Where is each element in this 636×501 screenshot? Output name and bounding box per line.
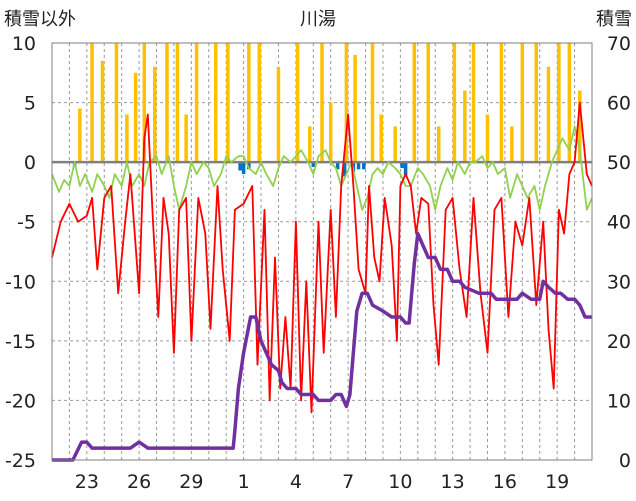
precipitation-bar [557,43,561,163]
x-tick-label: 16 [493,471,517,493]
left-tick-label: -20 [5,390,36,412]
right-tick-label: 30 [607,271,631,293]
precipitation-bar [499,43,504,163]
precipitation-bar [436,126,441,163]
precipitation-bar [412,43,417,163]
right-tick-label: 40 [607,212,631,234]
precipitation-bar [175,43,180,163]
precipitation-bar [100,60,105,163]
precipitation-bar [226,43,230,163]
precipitation-bar [90,43,94,163]
precipitation-bar [471,43,476,163]
precipitation-bar [578,90,582,163]
bar-layer [72,43,582,177]
precipitation-bar [370,43,375,163]
precipitation-bar [257,43,262,163]
precipitation-bar [379,114,383,163]
snowfall-bar [335,162,340,170]
x-tick-label: 4 [290,471,302,493]
left-tick-label: -5 [17,212,36,234]
precipitation-bar [393,126,397,163]
right-tick-label: 10 [607,390,631,412]
precipitation-bar [247,43,251,163]
plot-frame [51,42,593,461]
precipitation-bar [114,43,119,163]
precipitation-bar [520,43,525,163]
snowfall-bar [362,162,366,170]
precipitation-bar [344,43,349,163]
left-tick-label: -15 [5,331,36,353]
line-layer [51,101,593,462]
left-tick-label: -10 [5,271,36,293]
left-tick-label: 0 [24,152,36,174]
precipitation-bar [194,43,199,163]
snowfall-bar [241,162,246,175]
x-tick-label: 1 [238,471,250,493]
precipitation-bar [320,43,324,163]
precipitation-bar [510,126,514,163]
snowfall-bar [311,162,316,167]
left-axis-label: 積雪以外 [4,9,76,30]
precipitation-bar [142,43,147,163]
precipitation-bar [328,102,333,163]
snow-depth-line [52,231,592,462]
temperature-line [51,101,593,414]
right-tick-label: 60 [607,93,631,115]
precipitation-bar [276,66,281,163]
x-tick-label: 29 [179,471,203,493]
right-tick-label: 20 [607,331,631,353]
snowfall-bar [356,162,361,170]
precipitation-bar [78,108,82,163]
snowfall-bar [400,162,404,169]
left-tick-label: -25 [5,450,36,472]
precipitation-bar [463,90,467,163]
left-tick-label: 10 [12,33,36,55]
snowfall-bar [247,162,251,170]
x-tick-label: 7 [342,471,354,493]
precipitation-bar [485,114,490,163]
snowfall-bar [403,162,408,177]
precipitation-bar [125,114,129,163]
precipitation-bar [308,126,312,163]
snowfall-bar [238,162,242,171]
precipitation-bar [213,43,218,163]
x-tick-label: 23 [75,471,99,493]
precipitation-bar [452,43,457,163]
right-tick-label: 70 [607,33,631,55]
precipitation-bar [295,43,300,163]
precipitation-bar [426,43,431,163]
precipitation-bar [153,66,157,163]
precipitation-bar [184,114,188,163]
precipitation-bar [546,66,551,163]
precipitation-bar [165,43,169,163]
chart-title: 川湯 [300,9,336,30]
left-tick-label: 5 [24,93,36,115]
x-tick-label: 26 [127,471,151,493]
precipitation-bar [133,72,138,163]
right-axis-label: 積雪 [596,9,632,30]
right-tick-label: 50 [607,152,631,174]
snowfall-bar [342,162,347,177]
x-tick-label: 10 [388,471,412,493]
precipitation-bar [534,43,539,163]
precipitation-bar [567,43,572,163]
x-tick-label: 13 [441,471,465,493]
x-tick-label: 19 [545,471,569,493]
precipitation-bar [353,54,357,163]
right-tick-label: 0 [619,450,631,472]
